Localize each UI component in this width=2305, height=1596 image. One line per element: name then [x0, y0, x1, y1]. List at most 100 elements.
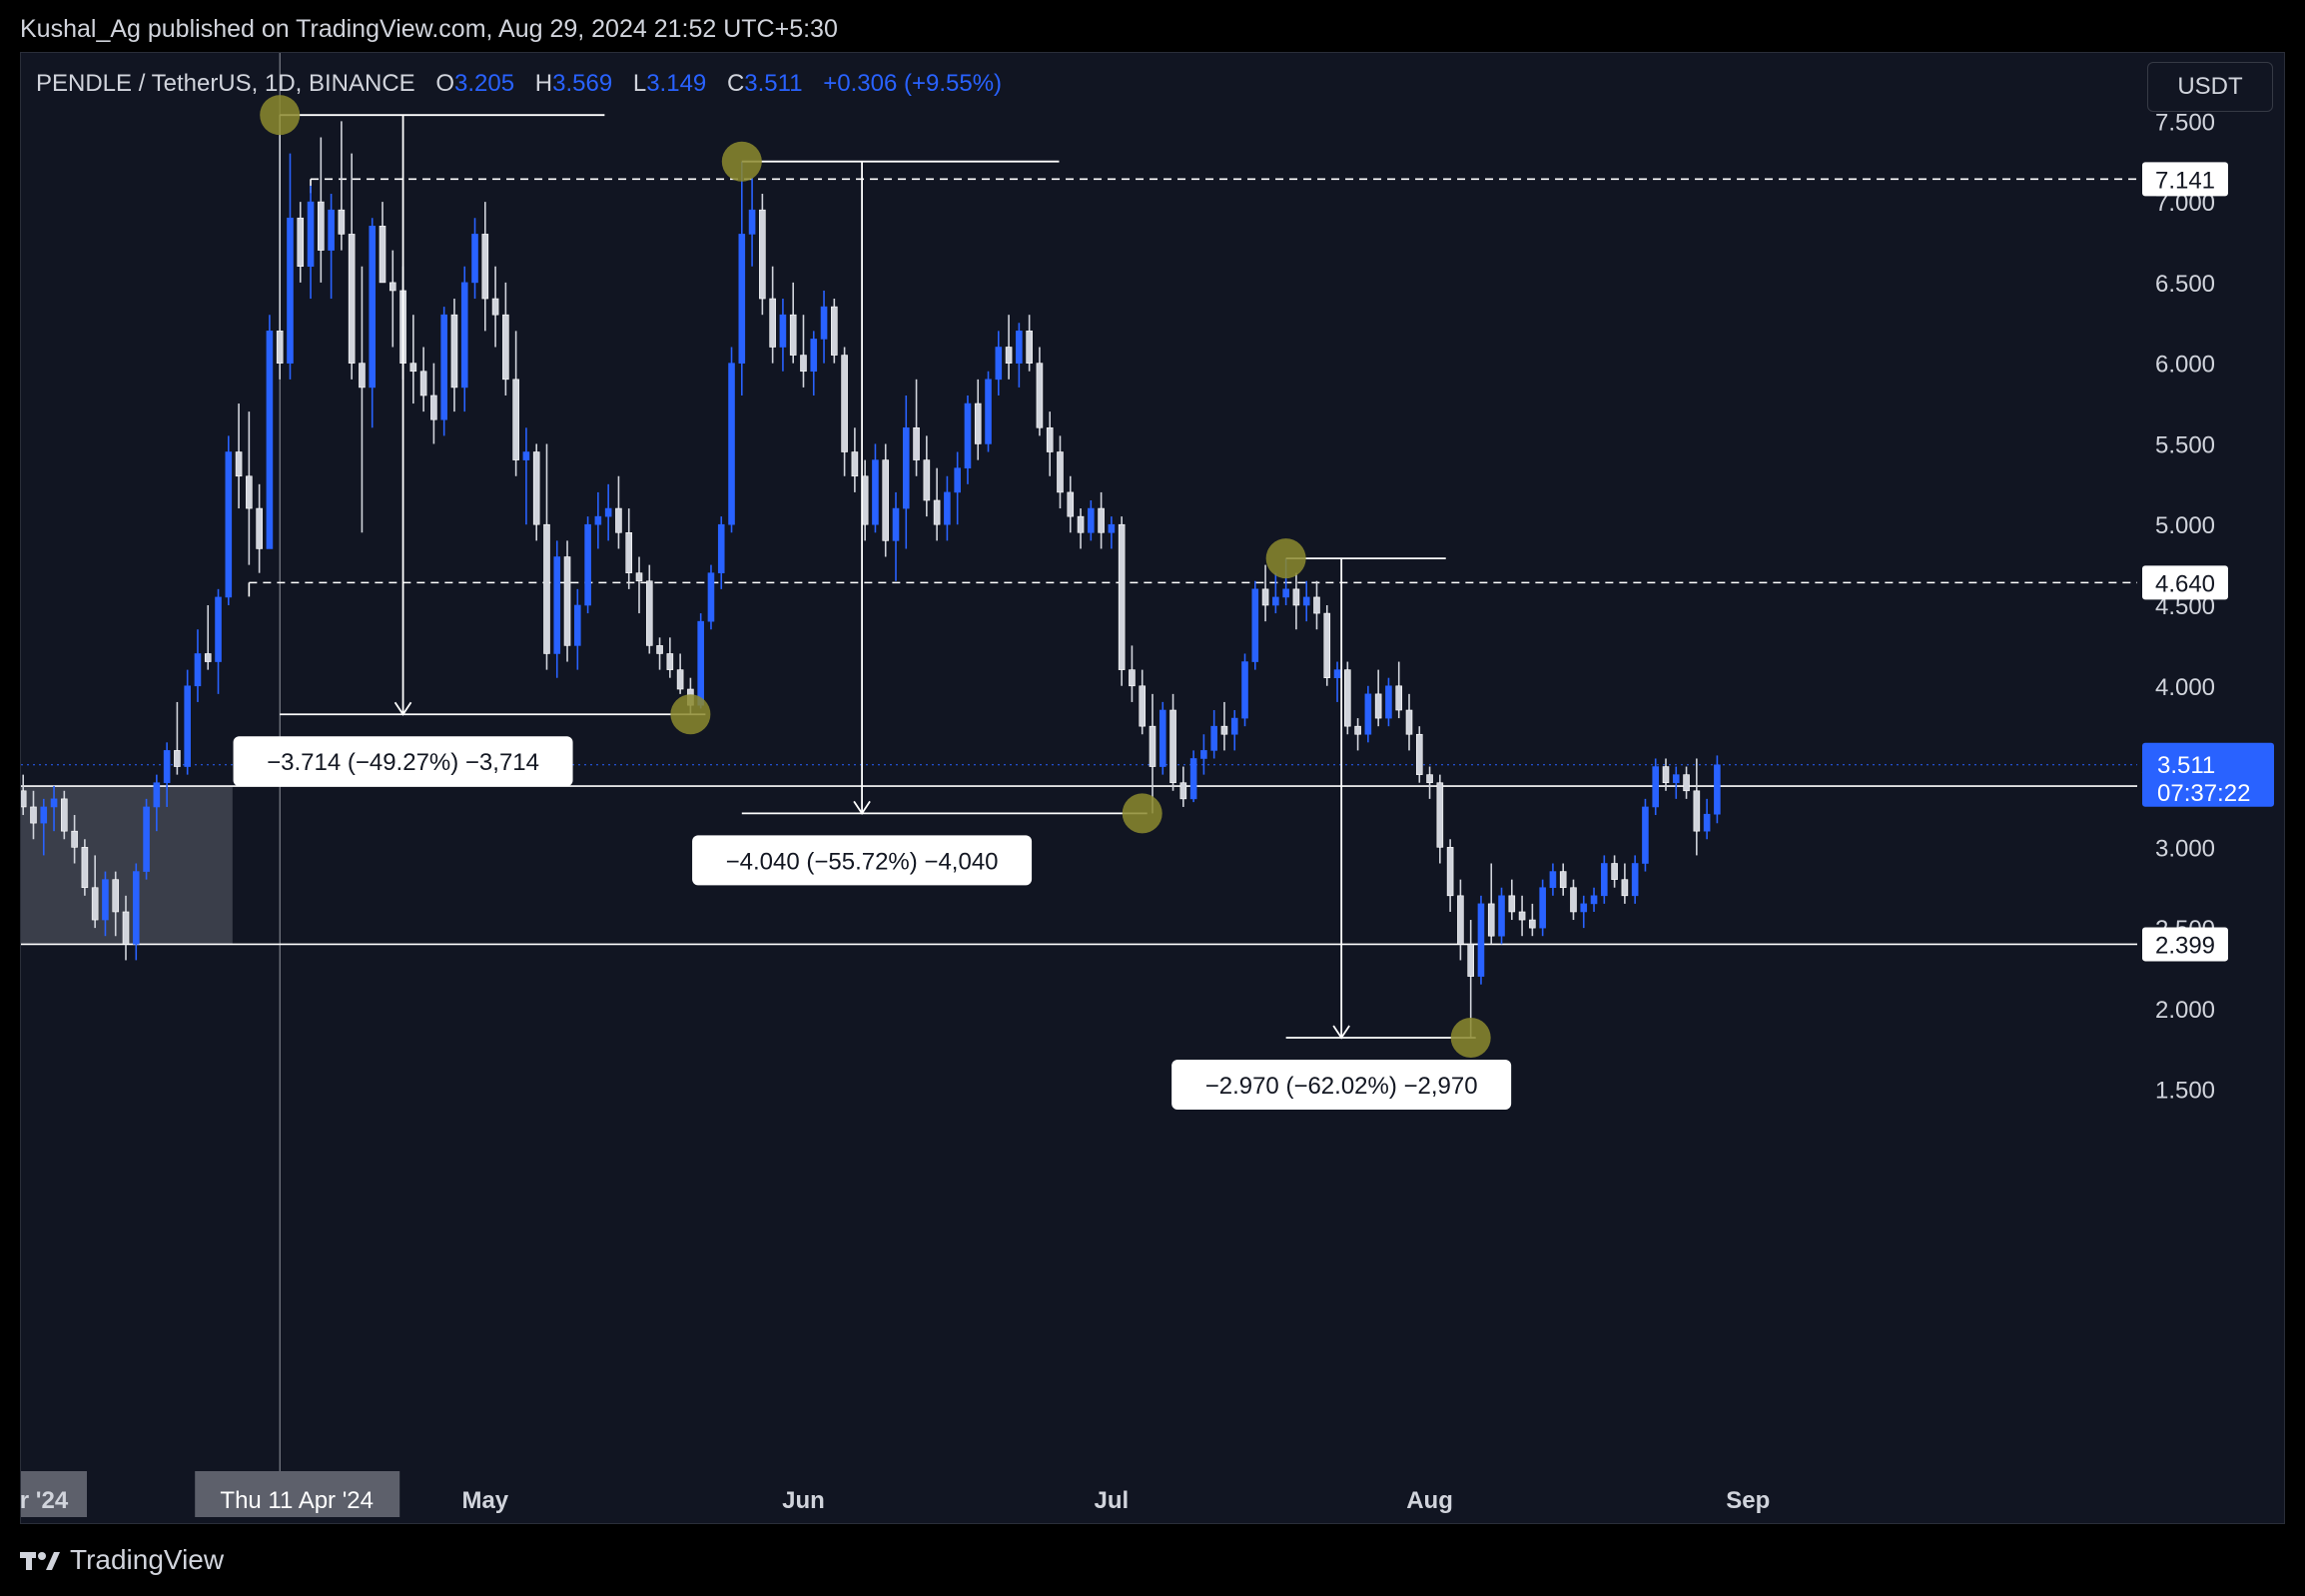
candle-body — [1662, 766, 1670, 784]
candle-body — [307, 201, 315, 268]
currency-button[interactable]: USDT — [2147, 62, 2273, 112]
candle-body — [328, 209, 335, 251]
candle-body — [717, 523, 725, 573]
candle-body — [666, 653, 674, 670]
y-tick-label: 1.500 — [2155, 1078, 2215, 1105]
candle-body — [944, 491, 951, 525]
candle-body — [974, 402, 982, 444]
candle-body — [563, 556, 571, 646]
candle-body — [728, 363, 735, 525]
candle-body — [1405, 709, 1413, 735]
candle-body — [1302, 596, 1310, 606]
candle-body — [1220, 725, 1228, 735]
pivot-marker — [260, 95, 301, 136]
crosshair-date-label: Thu 11 Apr '24 — [220, 1487, 374, 1514]
candle-body — [1169, 709, 1176, 784]
candle-body — [1467, 943, 1474, 977]
candle-body — [707, 572, 715, 622]
candle-body — [1652, 766, 1660, 808]
candle-body — [1385, 685, 1392, 719]
candle-body — [913, 426, 920, 460]
candle-body — [1621, 879, 1629, 897]
candle-body — [379, 226, 386, 284]
candle-body — [1129, 669, 1136, 687]
candle-body — [1046, 426, 1054, 452]
candle-body — [1149, 725, 1156, 767]
candle-body — [1088, 507, 1095, 533]
tradingview-logo[interactable]: TradingView — [20, 1544, 224, 1576]
header-bar: Kushal_Ag published on TradingView.com, … — [0, 0, 2305, 52]
candle-body — [122, 911, 130, 945]
candle-body — [297, 217, 305, 268]
candle-body — [1354, 725, 1361, 735]
pivot-marker — [1265, 538, 1306, 579]
candle-body — [841, 355, 848, 452]
candle-body — [204, 653, 212, 662]
tradingview-logo-icon — [20, 1552, 60, 1570]
candle-body — [902, 426, 910, 509]
pivot-marker — [1122, 793, 1162, 834]
candle-body — [964, 402, 972, 468]
candle-body — [1477, 903, 1485, 977]
candle-body — [1344, 669, 1351, 727]
candle-body — [522, 451, 530, 460]
candle-body — [460, 282, 468, 389]
measure-label-box — [233, 736, 573, 787]
candle-body — [71, 830, 78, 848]
y-tick-label: 3.000 — [2155, 835, 2215, 862]
pivot-marker — [721, 141, 762, 182]
candle-body — [1272, 596, 1279, 606]
candle-body — [1108, 523, 1116, 533]
candle-body — [1374, 693, 1382, 719]
candle-body — [1395, 685, 1403, 711]
candle-body — [1672, 774, 1680, 784]
candle-body — [1539, 887, 1546, 929]
candle-body — [1077, 515, 1085, 533]
candle-body — [471, 234, 478, 284]
measure-label-box — [1171, 1059, 1512, 1110]
candle-body — [1631, 863, 1639, 897]
candle-body — [1590, 895, 1598, 905]
candle-body — [625, 531, 633, 573]
candle-body — [1098, 507, 1105, 533]
candle-body — [933, 499, 941, 525]
countdown-label: 07:37:22 — [2157, 780, 2250, 807]
candle-body — [1487, 903, 1495, 937]
candle-body — [1446, 847, 1454, 897]
candle-body — [1683, 774, 1690, 792]
candle-body — [318, 201, 325, 251]
candle-body — [1179, 782, 1187, 800]
candle-body — [1426, 774, 1433, 784]
candle-body — [738, 234, 746, 364]
level-tag-label: 4.640 — [2155, 570, 2215, 597]
candle-body — [923, 459, 931, 501]
measure-arrow-head — [1332, 1025, 1350, 1040]
candle-body — [872, 459, 879, 525]
candle-body — [1323, 612, 1331, 679]
candle-body — [409, 363, 417, 373]
candle-body — [102, 879, 109, 921]
y-tick-label: 5.500 — [2155, 431, 2215, 458]
candle-body — [1333, 669, 1341, 679]
open-label: O — [435, 70, 455, 97]
y-tick-label: 7.500 — [2155, 109, 2215, 136]
candle-body — [1570, 887, 1577, 913]
candle-body — [1200, 750, 1207, 759]
candle-body — [995, 347, 1003, 381]
candle-body — [40, 806, 48, 824]
candle-body — [112, 879, 120, 913]
y-tick-label: 4.000 — [2155, 674, 2215, 701]
candle-body — [892, 507, 900, 541]
candle-body — [276, 331, 284, 364]
candle-body — [1601, 863, 1608, 897]
candle-body — [1210, 725, 1217, 751]
candle-body — [1518, 911, 1526, 921]
symbol-title: PENDLE / TetherUS, 1D, BINANCE — [36, 70, 415, 97]
candle-body — [1189, 758, 1197, 800]
measure-arrow-head — [853, 800, 871, 816]
candle-body — [553, 556, 561, 654]
candle-body — [430, 395, 437, 420]
candle-body — [820, 306, 828, 340]
y-tick-label: 6.000 — [2155, 352, 2215, 379]
